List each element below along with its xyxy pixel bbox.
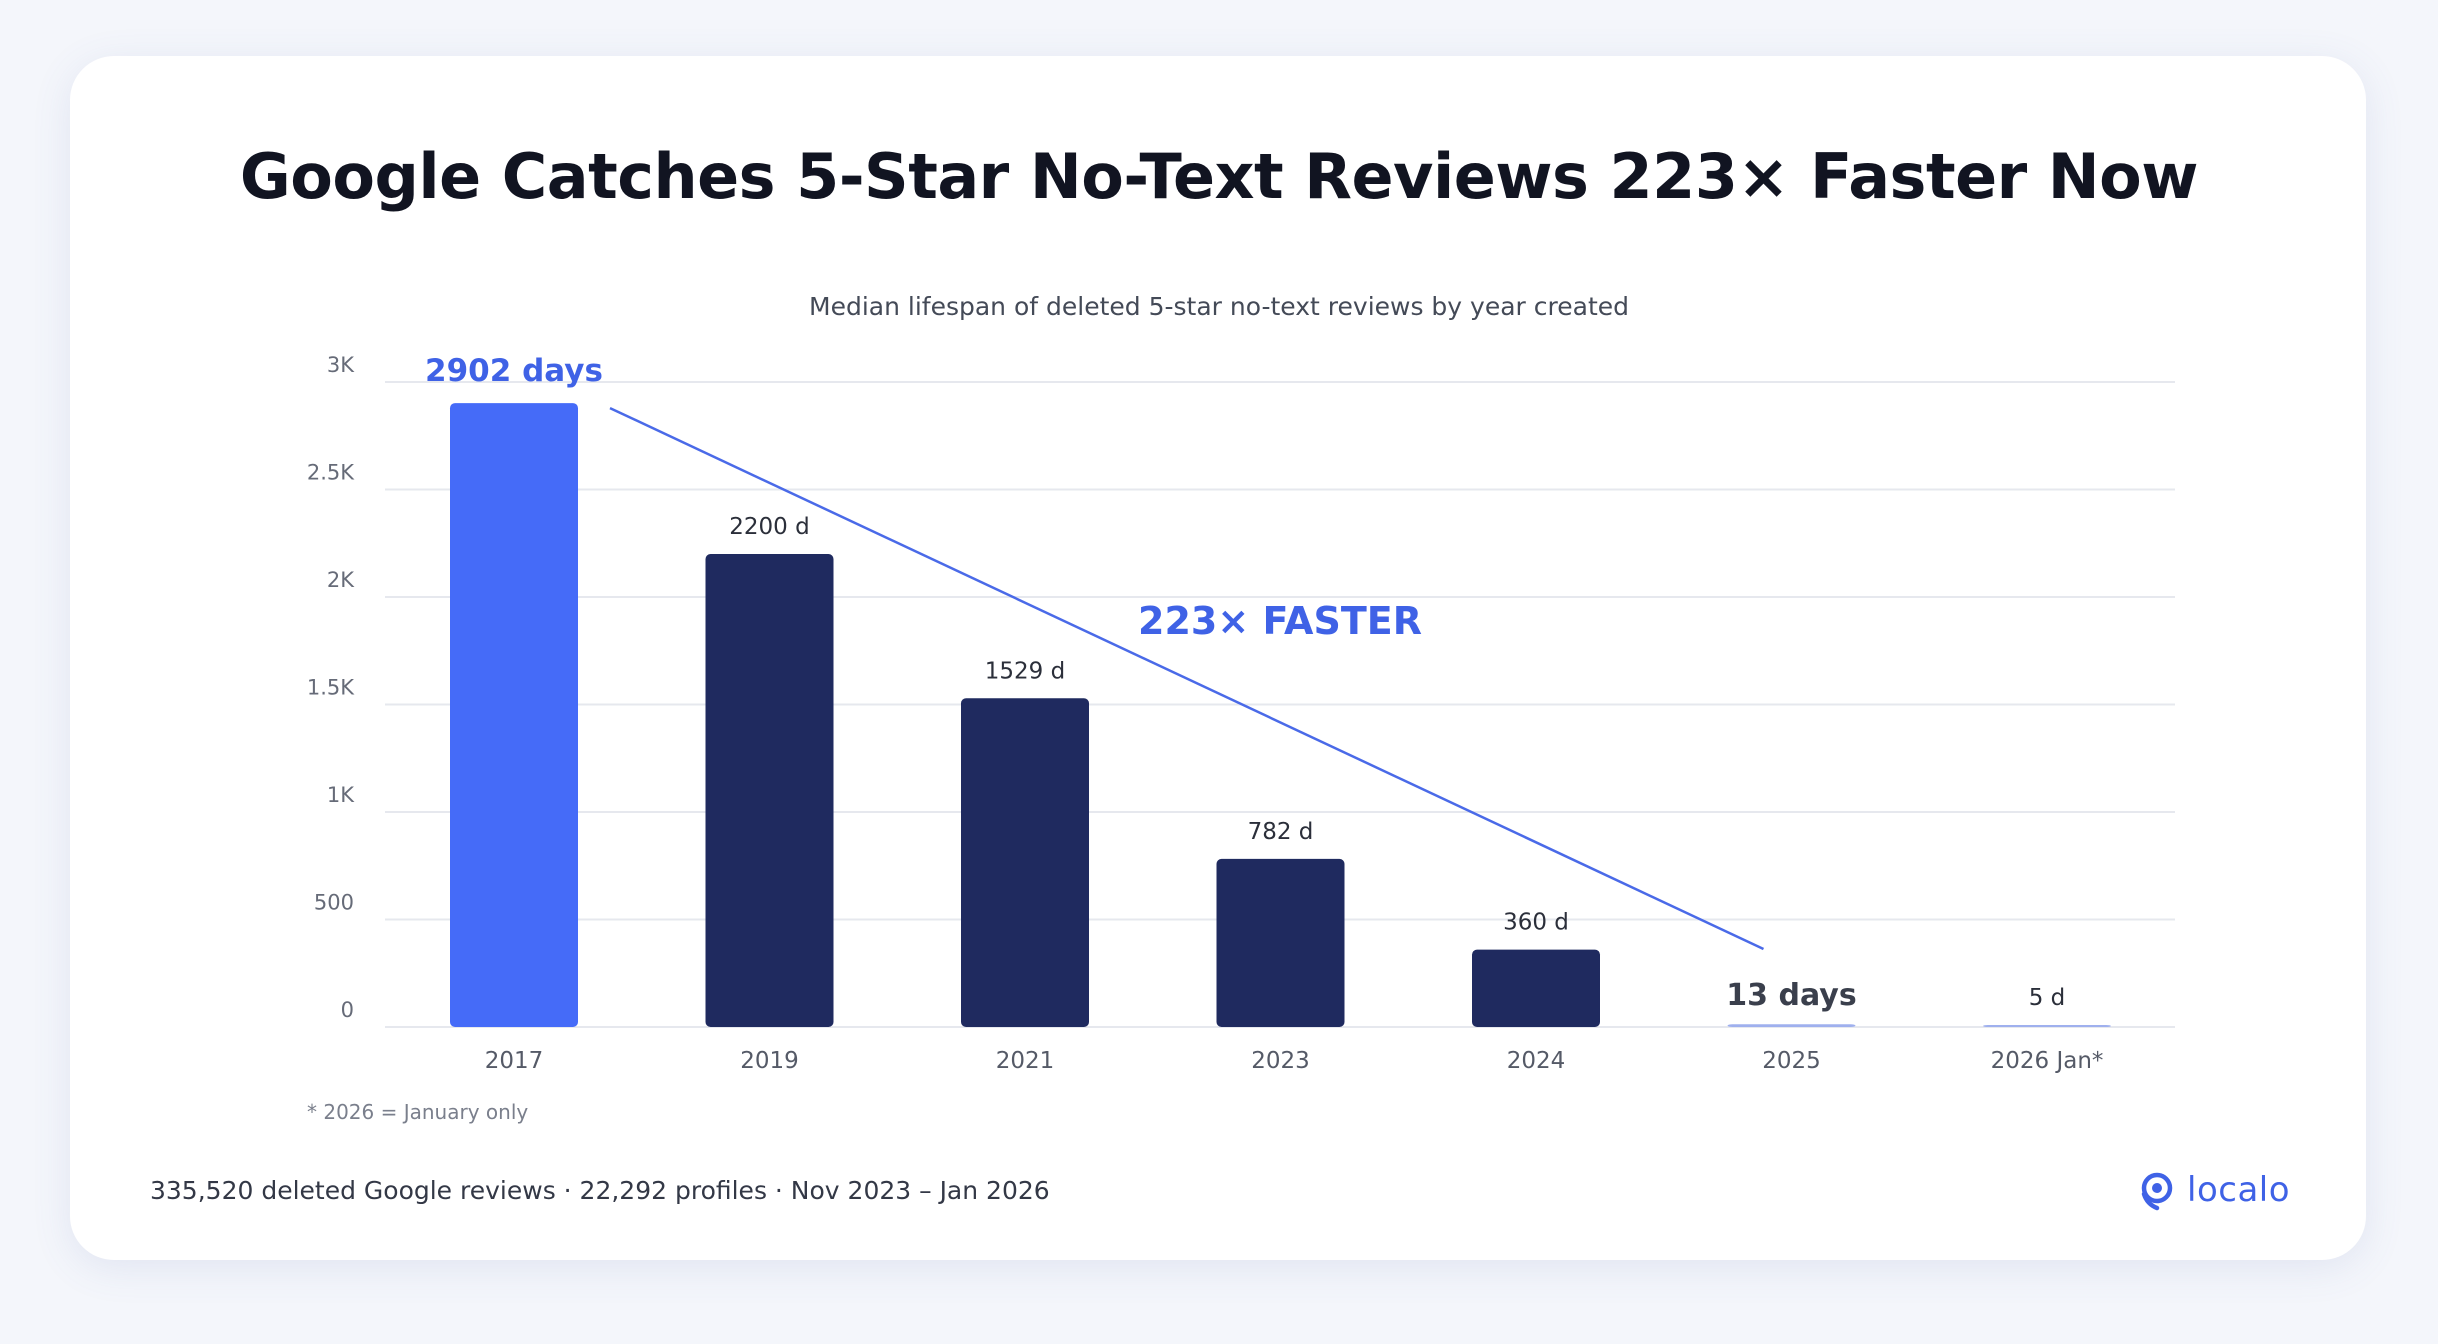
bar-2026Jan (1983, 1025, 2111, 1027)
data-label: 2200 d (729, 514, 809, 540)
footnote: * 2026 = January only (307, 1100, 529, 1124)
y-tick-label: 1.5K (307, 676, 355, 700)
data-labels: 2902 days 2200 d 1529 d 782 d 360 d 13 days 5 … (425, 353, 2065, 1013)
trend-line (609, 406, 1765, 951)
y-tick-label: 2K (327, 568, 355, 592)
chart-subtitle: Median lifespan of deleted 5-star no-tex… (809, 292, 1629, 321)
data-label: 2902 days (425, 353, 603, 389)
data-label: 782 d (1248, 819, 1314, 845)
y-tick-label: 1K (327, 783, 355, 807)
y-tick-label: 500 (314, 891, 354, 915)
logo-text: localo (2187, 1170, 2291, 1210)
x-tick-label: 2025 (1762, 1048, 1821, 1074)
trend-annotation: 223× FASTER (609, 406, 1765, 951)
bar-2023 (1216, 858, 1345, 1027)
location-pin-icon (2141, 1172, 2173, 1211)
y-tick-label: 0 (341, 998, 354, 1022)
logo: localo (2135, 1162, 2290, 1218)
x-tick-label: 2017 (485, 1048, 544, 1074)
x-axis-ticks: 2017 2019 2021 2023 2024 2025 2026 Jan* (485, 1048, 2104, 1074)
annotation-label: 223× FASTER (1138, 599, 1422, 643)
y-tick-label: 3K (327, 353, 355, 377)
x-tick-label: 2021 (996, 1048, 1055, 1074)
x-tick-label: 2019 (740, 1048, 799, 1074)
x-tick-label: 2023 (1251, 1048, 1310, 1074)
bar-2025 (1727, 1024, 1856, 1027)
bar-2019 (705, 554, 834, 1027)
source-note: 335,520 deleted Google reviews · 22,292 … (150, 1176, 1050, 1205)
bars (450, 403, 2111, 1027)
data-label: 1529 d (985, 658, 1065, 684)
y-tick-label: 2.5K (307, 461, 355, 485)
grid-lines (385, 381, 2175, 1028)
bar-2024 (1472, 949, 1600, 1027)
x-tick-label: 2026 Jan* (1991, 1048, 2104, 1074)
data-label: 360 d (1503, 910, 1569, 936)
data-label: 5 d (2029, 985, 2066, 1011)
bar-2021 (961, 698, 1089, 1027)
data-label: 13 days (1726, 978, 1856, 1013)
x-tick-label: 2024 (1507, 1048, 1566, 1074)
chart-title: Google Catches 5-Star No-Text Reviews 22… (239, 140, 2199, 213)
bar-2017 (450, 403, 578, 1027)
y-axis-ticks: 0 500 1K 1.5K 2K 2.5K 3K (307, 353, 355, 1022)
